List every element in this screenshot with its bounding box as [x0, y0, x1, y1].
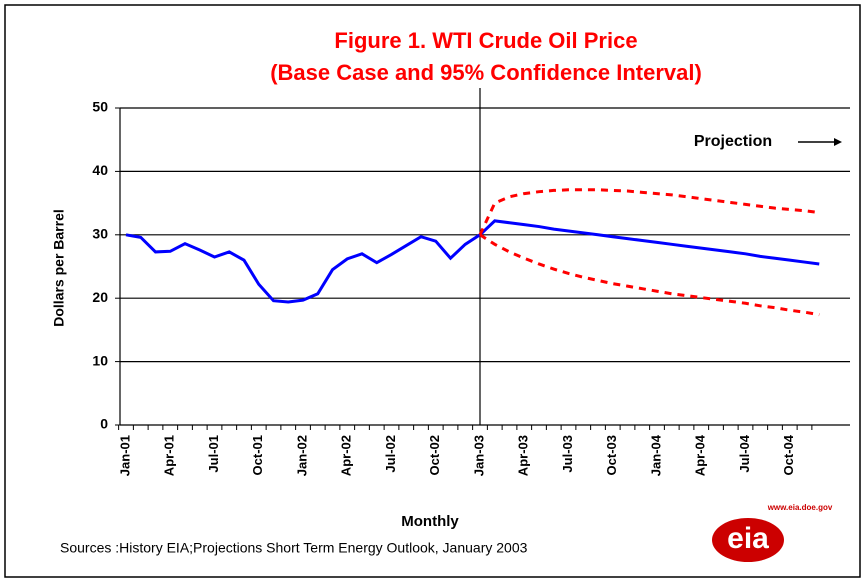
y-tick-label: 20: [92, 289, 108, 305]
logo-badge: [712, 518, 784, 562]
chart-subtitle: (Base Case and 95% Confidence Interval): [270, 60, 702, 85]
chart-title: Figure 1. WTI Crude Oil Price: [334, 28, 637, 53]
frame: [4, 4, 861, 578]
x-axis-label: Monthly: [401, 513, 459, 530]
x-tick-label: Oct-01: [250, 435, 265, 475]
x-tick-label: Jul-03: [560, 435, 575, 473]
series-line: [478, 219, 820, 266]
y-tick-label: 0: [100, 416, 108, 432]
logo: eia: [727, 522, 769, 555]
x-tick-label: Jan-04: [648, 434, 663, 476]
y-tick-label: 50: [92, 99, 108, 115]
y-tick-label: 30: [92, 226, 108, 242]
arrow-head: [834, 138, 842, 146]
y-axis-label: Dollars per Barrel: [51, 209, 67, 327]
y-tick-label: 40: [92, 162, 108, 178]
x-tick-label: Jan-02: [294, 435, 309, 476]
series-line: [125, 233, 481, 304]
x-tick-label: Oct-02: [427, 435, 442, 475]
x-tick-label: Jul-04: [737, 434, 752, 472]
source-note: Sources :History EIA;Projections Short T…: [60, 540, 528, 556]
y-tick-label: 10: [92, 352, 108, 368]
x-tick-label: Oct-04: [781, 434, 796, 475]
x-tick-label: Jan-03: [471, 435, 486, 476]
x-tick-label: Apr-01: [162, 435, 177, 476]
x-tick-label: Jul-01: [206, 435, 221, 473]
x-tick-label: Oct-03: [604, 435, 619, 475]
series-line: [478, 188, 820, 236]
x-tick-label: Jan-01: [117, 435, 132, 476]
x-tick-label: Apr-02: [339, 435, 354, 476]
x-tick-label: Apr-03: [516, 435, 531, 476]
x-tick-label: Jul-02: [383, 435, 398, 473]
annotation: Projection: [694, 133, 772, 150]
logo-url: www.eia.doe.gov: [767, 503, 833, 512]
x-tick-label: Apr-04: [693, 434, 708, 476]
